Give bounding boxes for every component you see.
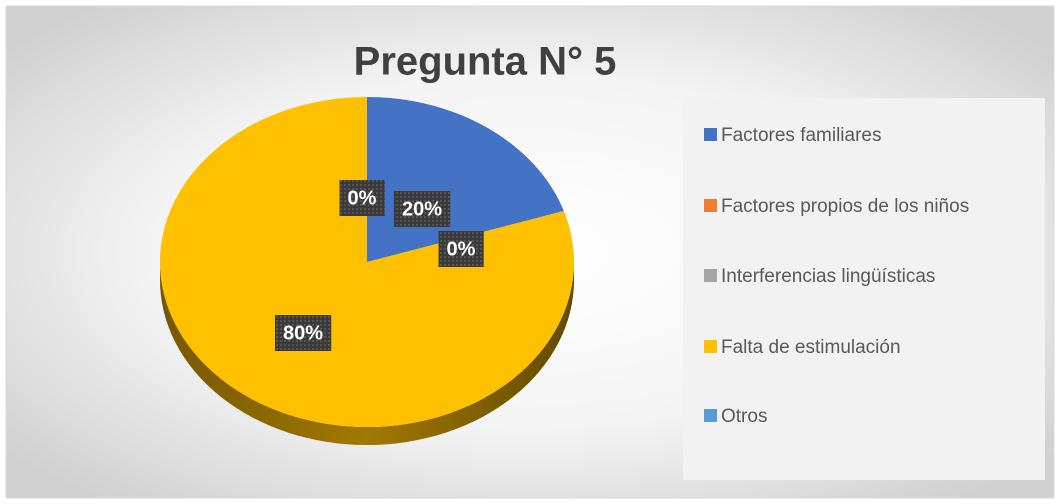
data-label: 20% (393, 191, 451, 227)
legend-label: Factores familiares (721, 125, 882, 146)
data-label-box (438, 231, 484, 267)
legend-box (683, 98, 1045, 480)
legend-swatch (704, 199, 717, 212)
legend-swatch (704, 269, 717, 282)
legend-label: Otros (721, 406, 767, 427)
data-label: 0% (438, 231, 484, 267)
data-label-text: 80% (283, 322, 323, 344)
data-label-text: 0% (348, 187, 377, 209)
legend-swatch (704, 409, 717, 422)
legend-label: Factores propios de los niños (721, 196, 969, 217)
data-label-text: 20% (402, 198, 442, 220)
data-label-box (339, 180, 385, 216)
legend-label: Interferencias lingüísticas (721, 266, 935, 287)
slice (159, 97, 574, 427)
data-label: 80% (274, 315, 332, 351)
pie (159, 97, 574, 445)
data-label: 0% (339, 180, 385, 216)
data-label-box (393, 191, 451, 227)
chart-title: Pregunta N° 5 (354, 40, 617, 84)
data-label-box (274, 315, 332, 351)
legend-label: Falta de estimulación (721, 337, 901, 358)
legend-swatch (704, 128, 717, 141)
data-label-text: 0% (447, 238, 476, 260)
legend-swatch (704, 340, 717, 353)
data-labels: 20%0%80%0% (274, 180, 484, 351)
legend: Factores familiares Factores propios de l… (704, 125, 969, 427)
